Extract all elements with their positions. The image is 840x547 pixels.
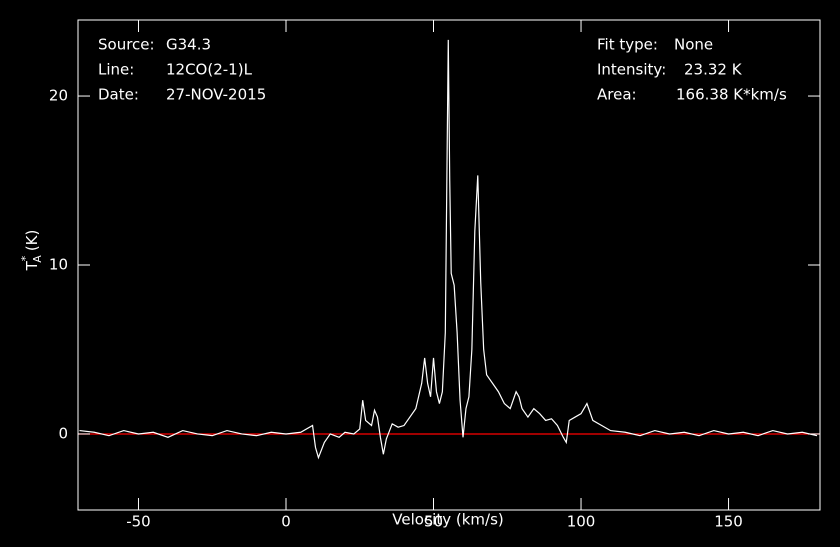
- info-value: 23.32 K: [684, 61, 743, 79]
- info-value: G34.3: [166, 36, 211, 54]
- info-key: Date:: [98, 86, 139, 104]
- y-tick-label: 10: [49, 256, 68, 274]
- y-tick-label: 20: [49, 87, 68, 105]
- info-key: Intensity:: [597, 61, 666, 79]
- info-value: 27-NOV-2015: [166, 86, 266, 104]
- x-tick-label: 50: [424, 513, 443, 531]
- y-tick-label: 0: [58, 424, 68, 442]
- x-axis-label: Velocity (km/s): [392, 511, 503, 529]
- x-tick-label: -50: [126, 513, 151, 531]
- info-key: Fit type:: [597, 36, 658, 54]
- info-value: None: [674, 36, 713, 54]
- info-value: 12CO(2-1)L: [166, 61, 253, 79]
- y-axis-label: T*A(K): [19, 230, 44, 272]
- spectrum-line: [79, 39, 818, 460]
- y-axis-label-text: T*A(K): [19, 230, 44, 272]
- x-tick-label: 150: [714, 513, 743, 531]
- x-tick-label: 0: [281, 513, 291, 531]
- info-key: Source:: [98, 36, 155, 54]
- info-value: 166.38 K*km/s: [676, 86, 787, 104]
- x-tick-label: 100: [567, 513, 596, 531]
- info-key: Line:: [98, 61, 134, 79]
- info-key: Area:: [597, 86, 637, 104]
